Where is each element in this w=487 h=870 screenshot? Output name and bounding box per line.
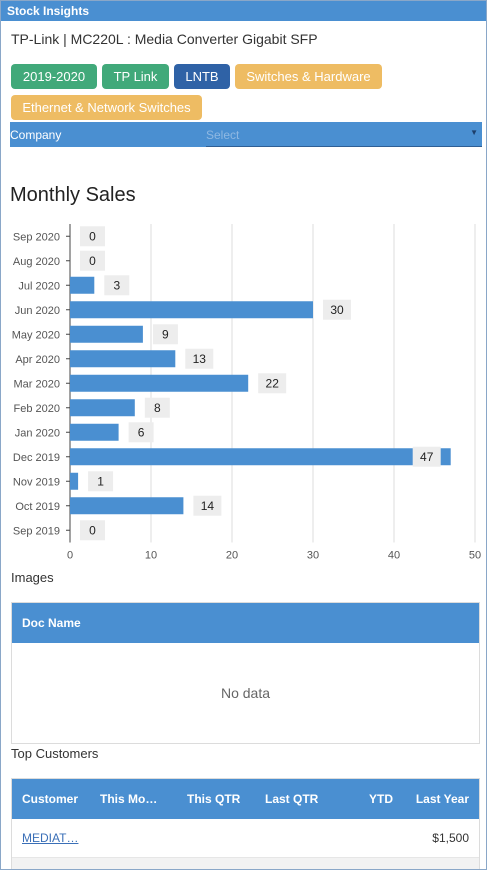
column-customer[interactable]: Customer [22,792,79,806]
column-this-month[interactable]: This Mo… [100,792,158,806]
bar [70,350,176,368]
bar [70,399,135,417]
bar [70,276,95,294]
table-row [12,858,479,869]
bar [70,374,249,392]
bar [70,472,79,490]
y-tick-label: Jun 2020 [15,305,60,317]
y-tick-label: May 2020 [12,329,60,341]
y-tick-label: Sep 2020 [13,231,60,243]
data-label: 8 [154,401,161,415]
data-label-box [185,348,214,369]
x-tick-label: 0 [67,550,73,562]
table-row: MEDIAT… $1,500 [12,819,479,858]
y-tick-label: Apr 2020 [15,354,60,366]
data-label-box [88,471,114,492]
y-tick-label: Oct 2019 [15,501,60,513]
customers-table-header: Customer This Mo… This QTR Last QTR YTD … [12,779,479,819]
y-tick-label: Nov 2019 [13,476,60,488]
data-label: 0 [89,523,96,537]
column-last-qtr[interactable]: Last QTR [265,792,319,806]
bar [70,448,451,466]
x-tick-label: 40 [388,550,400,562]
top-customers-title: Top Customers [11,746,99,761]
images-title: Images [11,570,54,585]
y-tick-label: Jul 2020 [18,280,60,292]
x-tick-label: 30 [307,550,319,562]
data-label: 6 [138,425,145,439]
customer-link[interactable]: MEDIAT… [22,831,79,845]
data-label-box [80,226,105,247]
data-label-box [80,520,105,541]
bar [70,325,143,343]
customers-table: Customer This Mo… This QTR Last QTR YTD … [11,778,480,869]
data-label-box [258,373,287,394]
data-label: 0 [89,229,96,243]
data-label: 0 [89,254,96,268]
y-tick-label: Feb 2020 [14,403,60,415]
product-title: TP-Link | MC220L : Media Converter Gigab… [11,31,318,47]
window-title: Stock Insights [1,1,486,21]
data-label: 9 [162,327,169,341]
data-label: 30 [330,303,344,317]
x-tick-label: 20 [226,550,238,562]
data-label: 1 [97,474,104,488]
data-label: 13 [193,352,207,366]
company-select-placeholder: Select [206,128,240,142]
data-label: 47 [420,450,434,464]
images-table-header: Doc Name [12,603,479,643]
y-tick-label: Sep 2019 [13,525,60,537]
data-label: 14 [201,499,215,513]
data-label-box [323,299,351,320]
bar [70,497,184,515]
images-table: Doc Name No data [11,602,480,744]
y-tick-label: Mar 2020 [14,378,60,390]
bar [70,423,119,441]
column-ytd[interactable]: YTD [369,792,393,806]
company-label: Company [10,128,62,142]
tag-category[interactable]: Switches & Hardware [235,64,382,89]
y-tick-label: Aug 2020 [13,256,60,268]
data-label-box [152,324,178,345]
tag-supplier[interactable]: LNTB [174,64,230,89]
tag-year[interactable]: 2019-2020 [11,64,97,89]
data-label: 22 [266,376,280,390]
x-tick-label: 10 [145,550,157,562]
data-label-box [128,422,154,443]
images-empty-state: No data [220,685,271,701]
tag-brand[interactable]: TP Link [102,64,169,89]
y-tick-label: Jan 2020 [15,427,60,439]
data-label-box [144,397,170,418]
cell-last-year: $1,500 [432,831,469,845]
column-this-qtr[interactable]: This QTR [187,792,241,806]
monthly-sales-chart: 0 10 20 30 40 50 Sep 2020 0 Aug 2020 0 Jul 2020 3 Ju… [1,216,486,576]
data-label: 3 [113,278,120,292]
column-doc-name[interactable]: Doc Name [22,616,81,630]
x-tick-label: 50 [469,550,481,562]
data-label-box [193,495,222,516]
y-tick-label: Dec 2019 [13,452,60,464]
data-label-box [80,250,105,271]
tag-subcategory[interactable]: Ethernet & Network Switches [11,95,202,120]
bar [70,301,313,319]
column-last-year[interactable]: Last Year [415,792,469,806]
company-filter: Company Select ▼ [10,122,482,147]
chevron-down-icon: ▼ [470,128,478,137]
data-label-box [104,275,130,296]
data-label-box [412,446,441,467]
monthly-sales-title: Monthly Sales [10,184,136,206]
company-select[interactable]: Select ▼ [206,122,482,147]
